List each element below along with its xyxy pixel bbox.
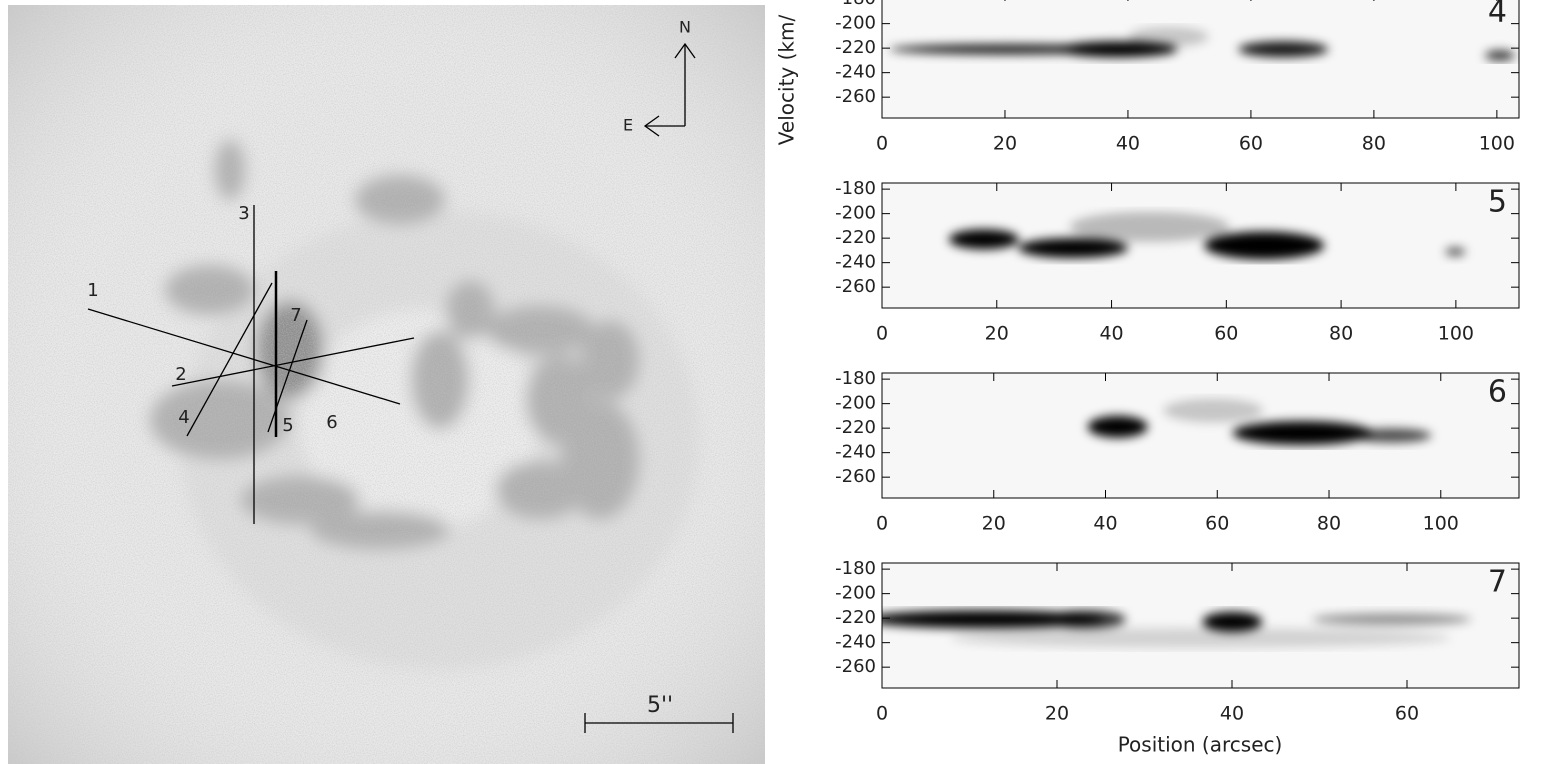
x-tick-label: 20 bbox=[982, 513, 1006, 535]
emission-blob bbox=[1087, 415, 1148, 438]
panel-label: 4 bbox=[1488, 0, 1507, 30]
x-tick-label: 100 bbox=[1438, 323, 1474, 345]
x-tick-label: 60 bbox=[1214, 323, 1238, 345]
x-axis-label: Position (arcsec) bbox=[1118, 733, 1283, 757]
y-tick-label: -180 bbox=[835, 178, 876, 199]
slit-label: 3 bbox=[238, 203, 249, 224]
scale-bar bbox=[584, 713, 734, 733]
emission-blob bbox=[1202, 611, 1263, 632]
y-tick-label: -260 bbox=[835, 466, 876, 487]
x-tick-label: 100 bbox=[1479, 133, 1515, 155]
x-tick-label: 40 bbox=[1220, 703, 1244, 725]
x-tick-label: 40 bbox=[1099, 323, 1123, 345]
emission-blob bbox=[1045, 610, 1126, 629]
y-tick-label: -240 bbox=[835, 62, 876, 83]
y-tick-label: -180 bbox=[835, 368, 876, 389]
emission-blob bbox=[882, 610, 1104, 629]
emission-blob bbox=[1484, 50, 1515, 61]
y-tick-label: -200 bbox=[835, 203, 876, 224]
x-tick-label: 20 bbox=[1045, 703, 1069, 725]
emission-blob bbox=[1204, 231, 1325, 260]
y-tick-label: -180 bbox=[835, 0, 876, 9]
x-tick-label: 60 bbox=[1239, 133, 1263, 155]
emission bbox=[1087, 398, 1432, 445]
compass-east: E bbox=[623, 116, 633, 135]
x-tick-label: 60 bbox=[1395, 703, 1419, 725]
slit-label: 6 bbox=[326, 412, 337, 433]
plot-frame bbox=[881, 0, 1520, 119]
y-axis-label: Velocity (km/ bbox=[775, 15, 799, 146]
y-tick-label: -240 bbox=[835, 442, 876, 463]
emission-blob bbox=[1232, 421, 1373, 445]
slit-label: 2 bbox=[175, 364, 186, 385]
emission-blob bbox=[950, 628, 1451, 648]
plot-frame bbox=[881, 182, 1520, 309]
compass bbox=[643, 42, 696, 137]
y-tick-label: -220 bbox=[835, 37, 876, 58]
x-tick-label: 0 bbox=[876, 323, 888, 345]
x-tick-label: 80 bbox=[1362, 133, 1386, 155]
x-tick-label: 0 bbox=[876, 133, 888, 155]
compass-north: N bbox=[679, 18, 691, 37]
x-tick-label: 20 bbox=[985, 323, 1009, 345]
plot-frame bbox=[881, 372, 1520, 499]
x-tick-label: 80 bbox=[1329, 323, 1353, 345]
emission-blob bbox=[1445, 247, 1466, 256]
nebula-image bbox=[8, 5, 765, 764]
y-tick-label: -200 bbox=[835, 13, 876, 34]
y-tick-label: -260 bbox=[835, 86, 876, 107]
pv-diagram: -180 -200 -220 -240 -260 0 20 40 60 80 100 6 bbox=[835, 368, 1520, 535]
x-tick-label: 0 bbox=[876, 703, 888, 725]
y-tick-label: -220 bbox=[835, 227, 876, 248]
slit-label: 5 bbox=[282, 415, 293, 436]
pv-diagram: -180 -200 -220 -240 -260 0 20 40 60 80 100 4 bbox=[835, 0, 1520, 155]
emission-blob bbox=[948, 229, 1019, 250]
y-tick-label: -260 bbox=[835, 276, 876, 297]
plot-frame bbox=[881, 562, 1520, 689]
plot-area bbox=[882, 0, 1519, 118]
x-tick-label: 0 bbox=[876, 513, 888, 535]
x-tick-label: 40 bbox=[1116, 133, 1140, 155]
y-tick-label: -200 bbox=[835, 583, 876, 604]
emission-blob bbox=[1069, 211, 1230, 242]
x-tick-label: 60 bbox=[1205, 513, 1229, 535]
slit-label: 7 bbox=[290, 305, 301, 326]
x-tick-label: 40 bbox=[1093, 513, 1117, 535]
y-tick-label: -240 bbox=[835, 632, 876, 653]
slit-labels: 1 2 3 4 5 6 7 bbox=[87, 203, 337, 436]
y-tick-label: -200 bbox=[835, 393, 876, 414]
emission-blob bbox=[1128, 26, 1209, 47]
emission bbox=[889, 26, 1515, 61]
y-tick-label: -180 bbox=[835, 558, 876, 579]
panel-label: 6 bbox=[1488, 375, 1507, 410]
emission-blob bbox=[1238, 41, 1329, 58]
slit-label: 4 bbox=[178, 407, 189, 428]
pv-diagram: -180 -200 -220 -240 -260 0 20 40 60 80 100 5 bbox=[835, 178, 1520, 345]
x-tick-label: 100 bbox=[1423, 513, 1459, 535]
x-tick-label: 80 bbox=[1317, 513, 1341, 535]
y-tick-label: -260 bbox=[835, 656, 876, 677]
emission-blob bbox=[1018, 238, 1129, 258]
emission bbox=[882, 610, 1472, 648]
slit-label: 1 bbox=[87, 280, 98, 301]
y-tick-label: -240 bbox=[835, 252, 876, 273]
slit-lines bbox=[87, 205, 415, 524]
scale-bar-label: 5'' bbox=[647, 693, 673, 718]
emission-blob bbox=[1163, 398, 1264, 423]
pv-diagram: -180 -200 -220 -240 -260 0 20 40 60 7 bbox=[835, 558, 1520, 725]
y-tick-label: -220 bbox=[835, 607, 876, 628]
y-tick-label: -220 bbox=[835, 417, 876, 438]
panel-label: 7 bbox=[1488, 565, 1507, 600]
emission bbox=[948, 211, 1466, 260]
emission-blob bbox=[1311, 613, 1472, 626]
panel-label: 5 bbox=[1488, 185, 1507, 220]
x-tick-label: 20 bbox=[993, 133, 1017, 155]
emission-blob bbox=[1351, 428, 1432, 443]
